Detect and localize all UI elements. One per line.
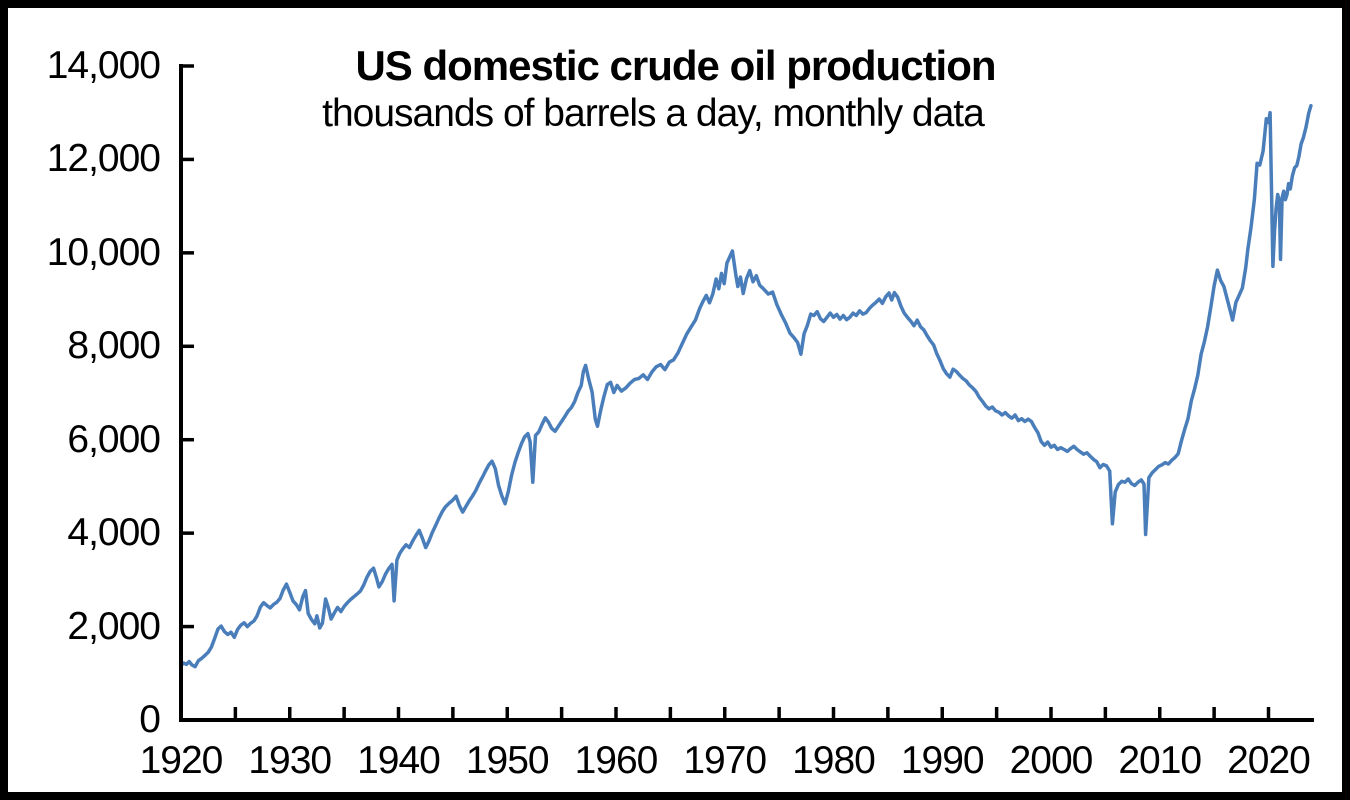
x-axis-tick-label: 2020	[1227, 739, 1311, 782]
axis-lines	[179, 64, 1314, 722]
y-axis-tick-label: 0	[139, 698, 161, 741]
x-axis-tick-label: 1980	[792, 739, 876, 782]
x-axis-tick-label: 1930	[248, 739, 332, 782]
x-axis-tick-label: 1950	[465, 739, 550, 782]
x-axis-tick-label: 2000	[1009, 739, 1094, 782]
y-axis-tick-label: 2,000	[67, 604, 161, 648]
y-axis-tick-label: 4,000	[67, 511, 161, 555]
axis-ticks	[179, 64, 1271, 722]
y-axis-tick-label: 10,000	[46, 230, 161, 274]
y-axis-tick-label: 8,000	[67, 324, 161, 368]
chart-subtitle: thousands of barrels a day, monthly data	[322, 92, 985, 135]
x-axis-tick-label: 1990	[900, 739, 985, 782]
x-axis-tick-label: 1960	[574, 739, 659, 782]
x-axis-tick-label: 1970	[683, 739, 767, 782]
x-axis-tick-label: 1920	[139, 739, 224, 782]
x-axis-tick-label: 1940	[357, 739, 441, 782]
x-axis-tick-label: 2010	[1118, 739, 1202, 782]
y-axis-tick-label: 12,000	[46, 137, 161, 181]
data-line-us-crude-production	[179, 103, 1313, 669]
chart-title: US domestic crude oil production	[355, 42, 996, 89]
plot-area	[179, 64, 1314, 722]
y-axis-tick-label: 14,000	[46, 44, 161, 87]
y-axis-tick-label: 6,000	[67, 417, 161, 461]
